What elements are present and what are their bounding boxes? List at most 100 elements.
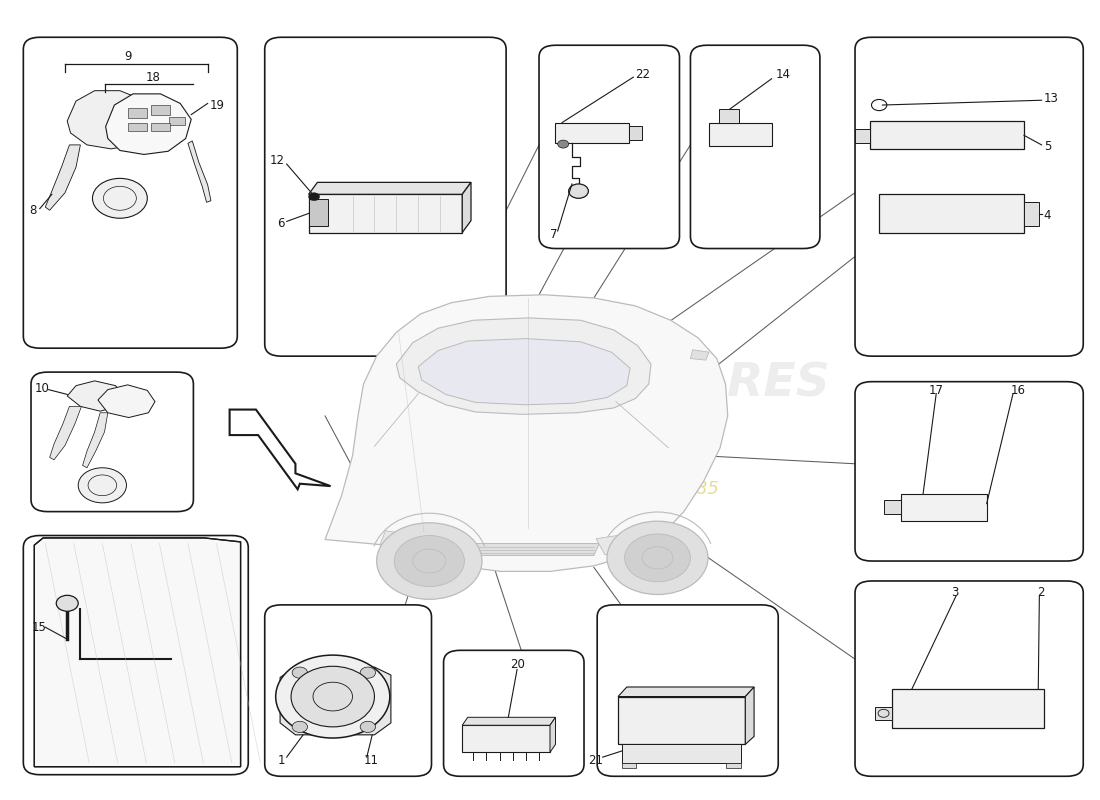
Text: 10: 10 <box>34 382 50 394</box>
Text: 13: 13 <box>1044 92 1058 105</box>
Polygon shape <box>710 122 771 146</box>
Polygon shape <box>309 199 329 226</box>
Polygon shape <box>188 141 211 202</box>
Circle shape <box>293 667 308 678</box>
Polygon shape <box>855 129 870 143</box>
Polygon shape <box>879 194 1024 233</box>
Polygon shape <box>418 338 630 405</box>
Circle shape <box>569 184 589 198</box>
Text: 2: 2 <box>1037 586 1045 599</box>
Polygon shape <box>1024 202 1040 226</box>
Polygon shape <box>618 697 746 744</box>
Polygon shape <box>67 381 124 411</box>
Polygon shape <box>874 707 892 721</box>
FancyBboxPatch shape <box>855 581 1084 776</box>
FancyBboxPatch shape <box>31 372 194 512</box>
Bar <box>151 122 170 130</box>
Polygon shape <box>379 530 440 553</box>
Text: 9: 9 <box>124 50 131 63</box>
FancyBboxPatch shape <box>265 38 506 356</box>
FancyBboxPatch shape <box>23 38 238 348</box>
Polygon shape <box>629 126 642 140</box>
Text: 16: 16 <box>1011 384 1026 397</box>
Circle shape <box>276 655 389 738</box>
Circle shape <box>394 535 464 586</box>
Polygon shape <box>870 121 1024 149</box>
Polygon shape <box>623 762 636 768</box>
FancyBboxPatch shape <box>855 38 1084 356</box>
Polygon shape <box>726 762 741 768</box>
Polygon shape <box>50 406 81 460</box>
Circle shape <box>625 534 691 582</box>
Text: 6: 6 <box>277 217 285 230</box>
Polygon shape <box>230 410 331 490</box>
FancyBboxPatch shape <box>443 650 584 776</box>
Polygon shape <box>719 109 739 122</box>
Polygon shape <box>746 687 755 744</box>
Text: 19: 19 <box>210 98 224 111</box>
Circle shape <box>56 595 78 611</box>
Circle shape <box>78 468 126 503</box>
Bar <box>151 105 170 114</box>
Polygon shape <box>280 667 390 735</box>
FancyBboxPatch shape <box>691 46 820 249</box>
Text: 18: 18 <box>145 70 161 84</box>
Polygon shape <box>45 145 80 210</box>
Text: 5: 5 <box>1044 140 1052 153</box>
Circle shape <box>92 178 147 218</box>
Text: 20: 20 <box>509 658 525 671</box>
Text: 3: 3 <box>952 586 959 599</box>
Polygon shape <box>309 182 471 194</box>
FancyBboxPatch shape <box>597 605 778 776</box>
Polygon shape <box>462 182 471 233</box>
Text: 21: 21 <box>587 754 603 767</box>
FancyBboxPatch shape <box>539 46 680 249</box>
Polygon shape <box>326 294 728 571</box>
Text: 8: 8 <box>29 204 36 217</box>
Text: 22: 22 <box>636 68 650 82</box>
Bar <box>128 122 147 130</box>
Polygon shape <box>34 538 241 766</box>
Polygon shape <box>462 726 550 752</box>
FancyBboxPatch shape <box>23 535 249 774</box>
Polygon shape <box>82 413 108 468</box>
Polygon shape <box>462 718 556 726</box>
FancyBboxPatch shape <box>855 382 1084 561</box>
Text: 11: 11 <box>363 754 378 767</box>
Polygon shape <box>67 90 155 149</box>
Bar <box>128 108 147 118</box>
Polygon shape <box>456 543 600 555</box>
Polygon shape <box>550 718 556 752</box>
Bar <box>169 117 185 125</box>
Polygon shape <box>556 122 629 143</box>
Circle shape <box>360 722 375 733</box>
Polygon shape <box>106 94 191 154</box>
Text: EUROSPARES: EUROSPARES <box>478 362 829 406</box>
Polygon shape <box>98 385 155 418</box>
Polygon shape <box>691 350 710 360</box>
Circle shape <box>309 193 320 201</box>
Text: 7: 7 <box>550 228 558 241</box>
Polygon shape <box>883 501 901 514</box>
Text: 12: 12 <box>270 154 285 167</box>
Polygon shape <box>901 494 987 521</box>
FancyBboxPatch shape <box>265 605 431 776</box>
Polygon shape <box>892 689 1044 729</box>
Text: 1: 1 <box>278 754 285 767</box>
Polygon shape <box>396 318 651 414</box>
Polygon shape <box>618 687 755 697</box>
Polygon shape <box>623 744 741 762</box>
Text: 17: 17 <box>928 384 944 397</box>
Circle shape <box>360 667 375 678</box>
Text: 14: 14 <box>776 68 791 82</box>
Text: a passion for parts since 1985: a passion for parts since 1985 <box>447 480 719 498</box>
Text: 15: 15 <box>32 621 47 634</box>
Circle shape <box>376 522 482 599</box>
Circle shape <box>607 521 708 594</box>
Circle shape <box>293 722 308 733</box>
Polygon shape <box>596 529 669 554</box>
Text: 4: 4 <box>1044 209 1052 222</box>
Polygon shape <box>309 194 462 233</box>
Circle shape <box>558 140 569 148</box>
Circle shape <box>292 666 374 727</box>
